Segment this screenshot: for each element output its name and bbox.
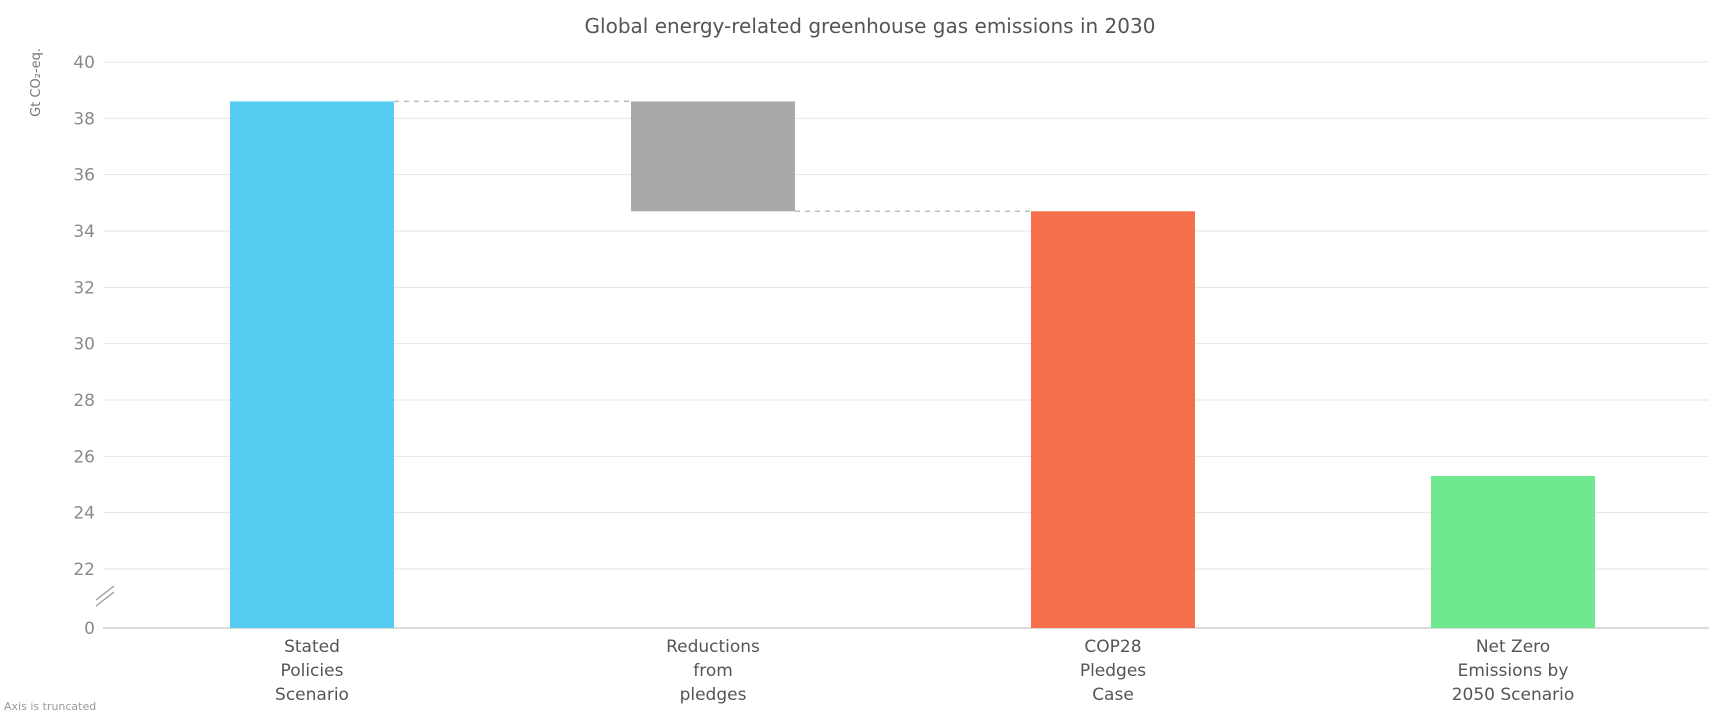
category-label: 2050 Scenario — [1452, 685, 1575, 705]
axis-break-mark — [95, 591, 115, 607]
category-label: Emissions by — [1458, 661, 1569, 681]
y-tick-label: 22 — [73, 560, 95, 580]
category-label: Net Zero — [1476, 637, 1550, 657]
category-label: Pledges — [1080, 661, 1146, 681]
axis-truncated-note: Axis is truncated — [4, 700, 96, 713]
y-tick-label: 40 — [73, 53, 95, 73]
category-label: Policies — [281, 661, 344, 681]
y-tick-label: 36 — [73, 166, 95, 186]
bar-1 — [631, 101, 795, 212]
axis-break-mark — [95, 585, 115, 601]
bar-2 — [1031, 211, 1195, 629]
y-tick-label: 34 — [73, 222, 95, 242]
y-tick-label: 24 — [73, 504, 95, 524]
bar-3 — [1431, 476, 1595, 628]
category-label: pledges — [680, 685, 747, 705]
y-tick-label: 28 — [73, 391, 95, 411]
y-axis-label: Gt CO₂-eq. — [29, 48, 44, 117]
y-tick-label: 38 — [73, 109, 95, 129]
category-label: Stated — [284, 637, 340, 657]
y-tick-label: 32 — [73, 278, 95, 298]
category-label: Case — [1092, 685, 1134, 705]
category-label: from — [693, 661, 733, 681]
chart-title: Global energy-related greenhouse gas emi… — [585, 14, 1156, 38]
category-label: COP28 — [1084, 637, 1141, 657]
category-label: Reductions — [666, 637, 760, 657]
bar-0 — [230, 101, 394, 628]
y-tick-label: 0 — [84, 619, 95, 639]
category-label: Scenario — [275, 685, 349, 705]
y-tick-label: 30 — [73, 335, 95, 355]
y-tick-label: 26 — [73, 447, 95, 467]
